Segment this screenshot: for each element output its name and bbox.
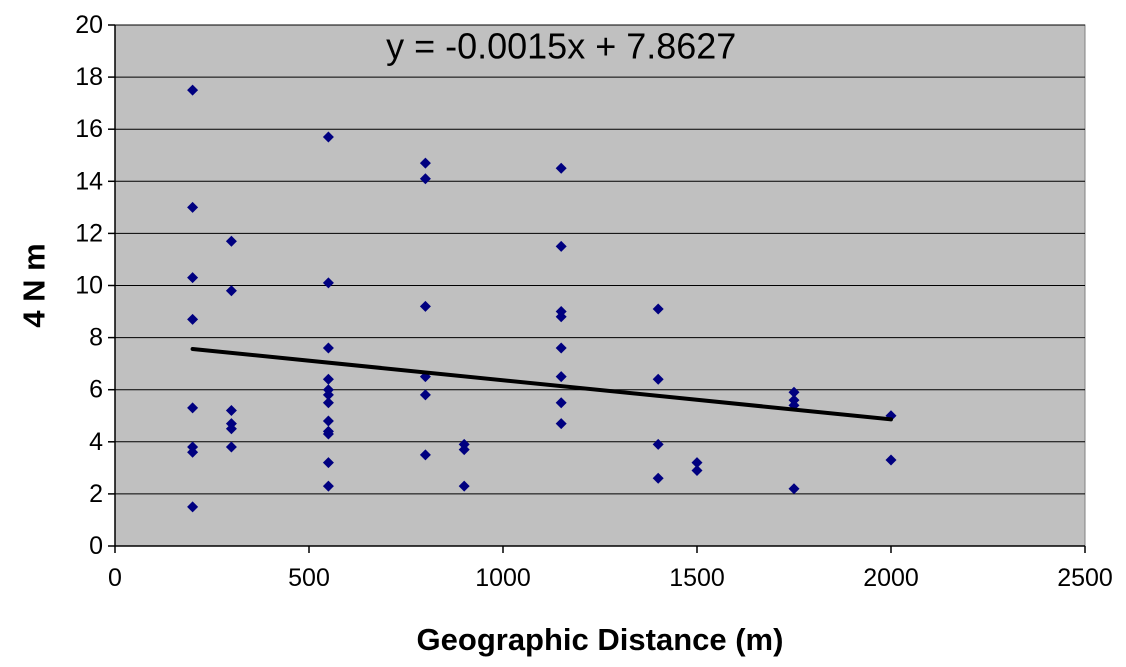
data-point	[885, 454, 897, 466]
data-point	[419, 449, 431, 461]
y-axis-label: 4 N m	[17, 243, 52, 327]
trendline-group	[190, 346, 893, 422]
data-point	[555, 397, 567, 409]
data-point	[652, 472, 664, 484]
data-point	[225, 235, 237, 247]
x-tick-label: 0	[108, 564, 122, 592]
x-tick-label: 500	[288, 564, 330, 592]
grid-lines	[115, 24, 1085, 495]
data-point	[652, 438, 664, 450]
data-point	[322, 397, 334, 409]
data-point	[322, 389, 334, 401]
y-tick-label: 14	[75, 167, 103, 195]
y-tick-label: 4	[89, 428, 103, 456]
data-point	[555, 342, 567, 354]
data-point	[187, 313, 199, 325]
data-point	[555, 311, 567, 323]
data-point	[419, 300, 431, 312]
data-point	[322, 480, 334, 492]
data-point	[322, 277, 334, 289]
x-tick-label: 1000	[475, 564, 531, 592]
x-tick-label: 2500	[1057, 564, 1113, 592]
data-point	[419, 173, 431, 185]
data-points	[187, 84, 897, 513]
data-point	[187, 402, 199, 414]
data-point	[225, 405, 237, 417]
y-tick-label: 8	[89, 324, 103, 352]
data-point	[458, 444, 470, 456]
y-tick-label: 6	[89, 376, 103, 404]
data-point	[555, 371, 567, 383]
data-point	[225, 285, 237, 297]
data-point	[322, 342, 334, 354]
data-point	[322, 428, 334, 440]
x-tick-label: 2000	[863, 564, 919, 592]
axes: 0 2 4 6 8 10 12 14 16 18 20 0 500 1000 1500 2000 2500	[75, 11, 1113, 592]
data-point	[691, 457, 703, 469]
data-point	[652, 373, 664, 385]
y-tick-label: 0	[89, 532, 103, 560]
data-point	[555, 418, 567, 430]
y-tick-label: 20	[75, 11, 103, 39]
y-tick-label: 12	[75, 219, 103, 247]
data-point	[322, 457, 334, 469]
data-point	[187, 84, 199, 96]
x-axis-label: Geographic Distance (m)	[417, 622, 784, 657]
data-point	[322, 415, 334, 427]
data-point	[555, 240, 567, 252]
data-point	[322, 373, 334, 385]
y-tick-label: 16	[75, 115, 103, 143]
data-point	[225, 441, 237, 453]
trendline	[190, 346, 893, 422]
y-tick-label: 2	[89, 480, 103, 508]
data-point	[652, 303, 664, 315]
data-point	[458, 480, 470, 492]
data-point	[187, 501, 199, 513]
data-point	[322, 131, 334, 143]
x-tick-label: 1500	[669, 564, 725, 592]
data-point	[187, 272, 199, 284]
data-point	[788, 386, 800, 398]
regression-equation: y = -0.0015x + 7.8627	[386, 25, 736, 66]
data-point	[187, 201, 199, 213]
data-point	[419, 157, 431, 169]
data-point	[691, 464, 703, 476]
y-tick-label: 10	[75, 272, 103, 300]
data-point	[788, 483, 800, 495]
data-point	[555, 162, 567, 174]
data-point	[419, 389, 431, 401]
data-point	[225, 423, 237, 435]
y-tick-label: 18	[75, 63, 103, 91]
data-point	[187, 446, 199, 458]
